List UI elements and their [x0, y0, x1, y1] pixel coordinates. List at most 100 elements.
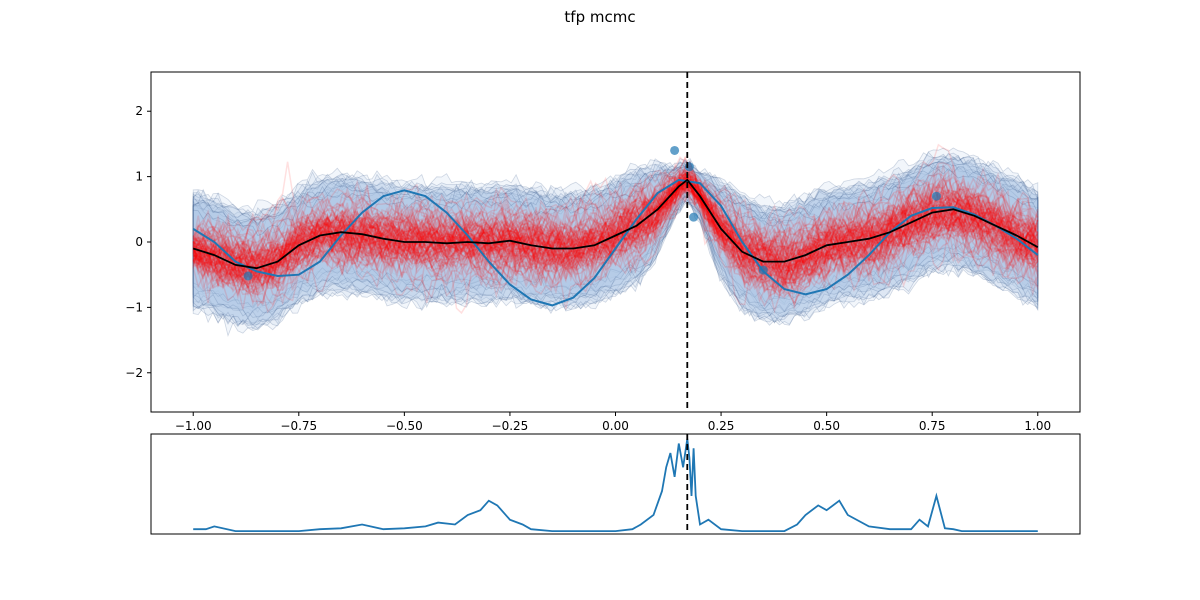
mcmc-sample-line	[192, 162, 1039, 286]
posterior-band	[192, 147, 1039, 330]
mcmc-sample-line	[192, 180, 1039, 284]
mcmc-sample-line	[192, 183, 1039, 286]
mcmc-sample-line	[192, 169, 1039, 281]
y-tick-label: 2	[135, 104, 143, 118]
mcmc-sample-line	[192, 176, 1039, 289]
mcmc-sample-line	[192, 189, 1039, 292]
mcmc-sample-line	[192, 172, 1039, 297]
mcmc-sample-line	[192, 181, 1039, 290]
mcmc-sample-line	[192, 187, 1039, 306]
figure-title: tfp mcmc	[564, 8, 636, 26]
y-tick-label: −2	[125, 366, 143, 380]
mcmc-sample-line	[192, 182, 1039, 289]
mcmc-sample-line	[193, 176, 1039, 293]
mcmc-sample-line	[192, 143, 1039, 289]
mcmc-sample-line	[193, 181, 1039, 285]
x-tick-label: 0.50	[813, 419, 840, 433]
observation-point	[670, 145, 680, 155]
mcmc-sample-line	[192, 155, 1039, 291]
mcmc-sample-line	[192, 169, 1039, 309]
mcmc-sample-line	[192, 175, 1039, 280]
mcmc-sample-line	[192, 169, 1039, 282]
posterior-band	[192, 159, 1039, 327]
mcmc-sample-line	[192, 188, 1038, 287]
posterior-band	[192, 161, 1039, 319]
observation-point	[931, 191, 941, 201]
posterior-band	[192, 156, 1039, 338]
mcmc-sample-line	[192, 167, 1039, 295]
mcmc-sample-line	[192, 172, 1039, 281]
mcmc-sample-line	[192, 177, 1039, 284]
mcmc-sample-line	[192, 183, 1039, 292]
mcmc-sample-line	[192, 178, 1039, 305]
mcmc-sample-line	[192, 175, 1039, 283]
mcmc-sample-line	[192, 176, 1039, 280]
posterior-band	[192, 167, 1039, 326]
mcmc-sample-line	[193, 184, 1039, 291]
mcmc-sample-line	[193, 172, 1039, 306]
posterior-mean-line	[192, 178, 1039, 270]
posterior-band	[192, 156, 1039, 309]
x-tick-label: −0.50	[386, 419, 423, 433]
mcmc-sample-line	[192, 178, 1039, 275]
mcmc-sample-line	[192, 176, 1039, 282]
x-tick-label: −0.25	[492, 419, 529, 433]
observation-point	[684, 162, 694, 172]
mcmc-sample-line	[192, 177, 1039, 283]
posterior-band	[192, 162, 1039, 327]
x-tick-label: 1.00	[1024, 419, 1051, 433]
x-tick-label: 0.00	[602, 419, 629, 433]
mcmc-sample-line	[192, 180, 1039, 308]
mcmc-sample-line	[192, 156, 1039, 301]
mcmc-sample-line	[192, 176, 1039, 295]
mcmc-sample-line	[192, 171, 1039, 307]
mcmc-sample-line	[192, 173, 1039, 290]
mcmc-sample-line	[193, 175, 1039, 299]
mcmc-sample-line	[192, 183, 1039, 289]
mcmc-sample-line	[192, 172, 1039, 279]
mcmc-sample-line	[192, 175, 1039, 292]
true-function-line	[192, 178, 1039, 307]
mcmc-sample-line	[192, 161, 1039, 295]
mcmc-sample-line	[192, 177, 1039, 281]
mcmc-sample-line	[192, 169, 1039, 272]
mcmc-sample-line	[193, 162, 1039, 294]
main-plot-area	[192, 143, 1039, 338]
acquisition-line	[193, 438, 1038, 532]
mcmc-sample-line	[192, 177, 1039, 297]
x-tick-label: −1.00	[175, 419, 212, 433]
posterior-band	[192, 156, 1039, 309]
posterior-band	[192, 152, 1039, 313]
mcmc-sample-line	[192, 174, 1039, 315]
mcmc-sample-line	[192, 173, 1039, 288]
mcmc-sample-line	[193, 170, 1039, 286]
observation-point	[689, 212, 699, 222]
mcmc-sample-line	[192, 187, 1039, 290]
mcmc-sample-line	[192, 163, 1039, 290]
mcmc-sample-line	[193, 172, 1039, 308]
mcmc-sample-line	[192, 171, 1039, 310]
mcmc-sample-line	[192, 168, 1039, 297]
mcmc-sample-line	[192, 184, 1039, 279]
mcmc-sample-line	[192, 175, 1039, 314]
mcmc-sample-line	[192, 166, 1039, 289]
acquisition-axes-frame	[150, 433, 1081, 535]
y-tick-label: 0	[135, 235, 143, 249]
mcmc-sample-line	[192, 181, 1039, 278]
x-tick-label: −0.75	[280, 419, 317, 433]
posterior-band	[192, 152, 1039, 331]
mcmc-sample-line	[192, 171, 1039, 300]
mcmc-sample-line	[192, 156, 1039, 307]
mcmc-sample-line	[192, 184, 1039, 294]
y-tick-label: 1	[135, 170, 143, 184]
mcmc-sample-line	[192, 181, 1038, 280]
mcmc-sample-line	[192, 183, 1038, 285]
x-tick-label: 0.25	[708, 419, 735, 433]
mcmc-sample-line	[192, 165, 1038, 293]
mcmc-sample-line	[193, 175, 1039, 291]
mcmc-sample-line	[192, 174, 1038, 298]
mcmc-sample-line	[192, 181, 1039, 274]
mcmc-sample-line	[192, 173, 1039, 294]
posterior-band	[192, 161, 1039, 318]
mcmc-sample-line	[192, 166, 1039, 283]
